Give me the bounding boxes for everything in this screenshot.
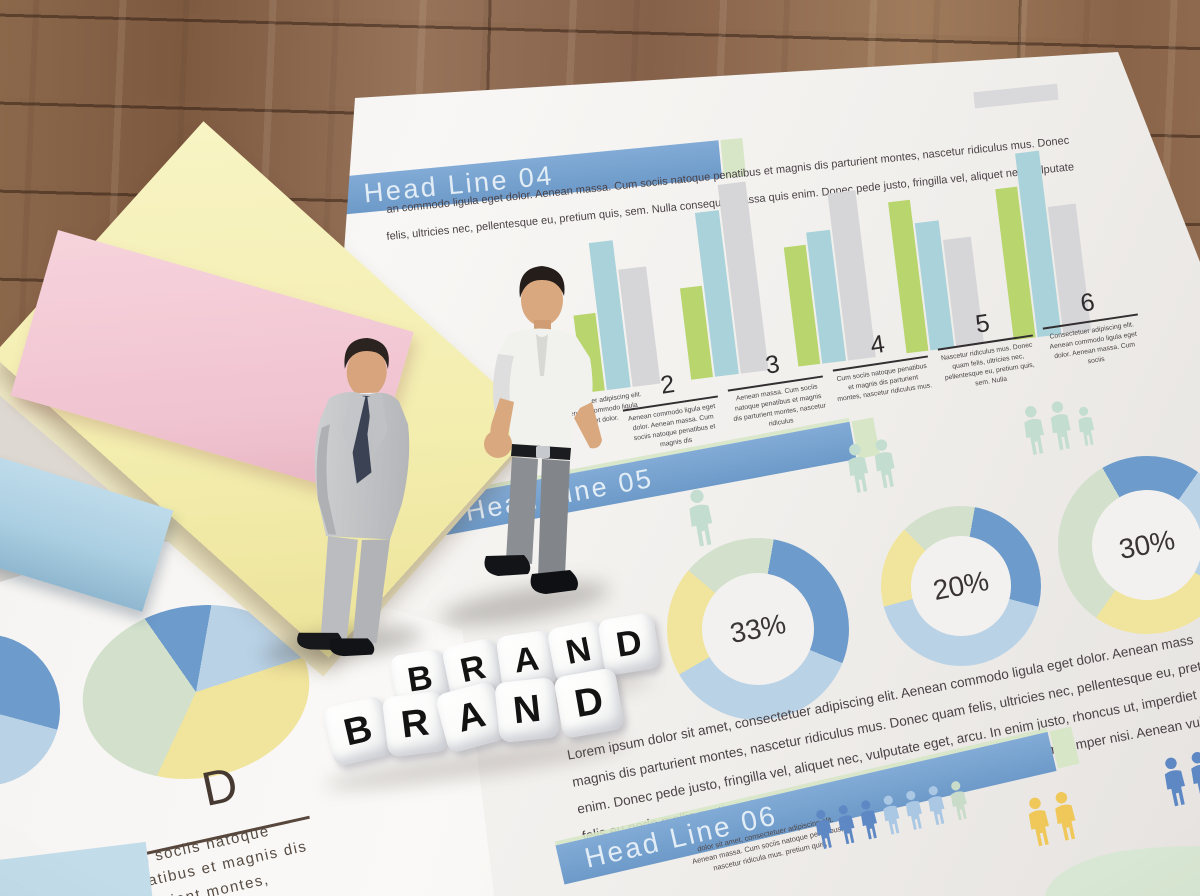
letter-die-d: D [553,667,625,739]
letter-die-n: N [494,677,560,743]
map-shape [1040,836,1200,896]
item-text: Consectetuer adipiscing elit. Aenean com… [1049,321,1138,365]
item-text: Nascetur ridiculus mus. Donec quam felis… [940,341,1036,387]
item-text: Aenean massa. Cum sociis natoque penatib… [732,383,827,428]
people-icons-group [1018,395,1100,457]
numbered-item: 5 Nascetur ridiculus mus. Donec quam fel… [933,303,1039,394]
numbered-item: 4 Cum sociis natoque penatibus et magnis… [828,324,933,405]
donut-chart-20: 20% [881,506,1041,666]
donut-percent-label: 20% [930,564,992,607]
gray-bar-fragment [973,83,1059,109]
donut-percent-label: 33% [727,607,789,650]
pie-chart-partial [0,634,60,786]
numbered-item: 2 Aenean commodo ligula eget dolor. Aene… [618,364,724,455]
donut-chart-33: 33% [667,538,849,720]
people-icons-group [682,487,720,549]
people-icons-group [842,437,901,495]
person-icon [1047,399,1074,451]
people-icons-pair-blue [1158,749,1200,809]
person-icon [685,488,716,548]
letter-die-d: D [596,611,662,677]
numbered-item: 3 Aenean massa. Cum sociis natoque penat… [723,344,829,435]
item-text: Aenean commodo ligula eget dolor. Aenean… [627,402,716,449]
figurine-businessman-shirt [484,266,602,594]
donut-chart-30: 30% [1058,456,1200,634]
headline-06-bar: Head Line 06 [555,731,1057,885]
person-icon [871,437,898,489]
people-icons-pair-yellow [1022,789,1082,849]
numbered-item: 6 Consectetuer adipiscing elit. Aenean c… [1038,282,1144,373]
figurine-businessman-suit [297,337,410,657]
person-icon [1075,405,1097,447]
donut-percent-label: 30% [1116,523,1178,566]
bar-group [668,181,769,380]
